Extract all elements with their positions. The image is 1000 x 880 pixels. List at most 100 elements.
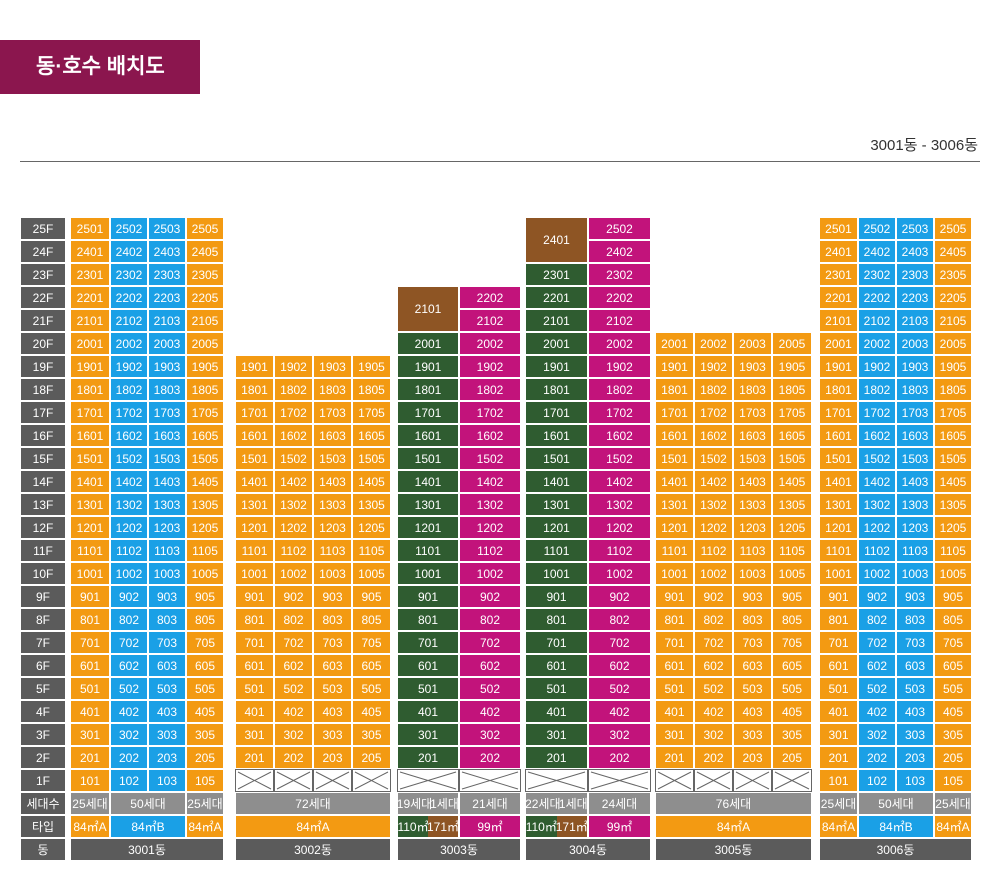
unit-cell: 201 [819, 746, 858, 769]
unit-type: 99㎡ [459, 815, 521, 838]
unit-cell: 702 [588, 631, 651, 654]
unit-cell: 1502 [694, 447, 733, 470]
unit-cell: 1005 [352, 562, 391, 585]
unit-cell: 1003 [313, 562, 352, 585]
unit-cell: 1305 [772, 493, 812, 516]
unit-cell: 1005 [934, 562, 972, 585]
unit-cell: 203 [313, 746, 352, 769]
unit-cell: 601 [397, 654, 459, 677]
unit-cell: 1102 [459, 539, 521, 562]
unit-count: 25세대 [819, 792, 858, 815]
unit-cell: 2502 [110, 217, 148, 240]
unit-cell: 1303 [896, 493, 934, 516]
unit-cell: 1302 [274, 493, 313, 516]
unit-cell: 602 [459, 654, 521, 677]
unit-cell: 2201 [70, 286, 110, 309]
unit-cell: 1201 [655, 516, 694, 539]
unit-cell: 1003 [733, 562, 772, 585]
unit-cell: 1705 [934, 401, 972, 424]
unit-cell: 2202 [588, 286, 651, 309]
unit-cell: 905 [772, 585, 812, 608]
unit-cell: 1203 [733, 516, 772, 539]
unit-cell: 1805 [186, 378, 224, 401]
unit-cell: 205 [352, 746, 391, 769]
unit-cell: 2105 [186, 309, 224, 332]
unit-cell: 2103 [148, 309, 186, 332]
unit-cell: 1901 [70, 355, 110, 378]
unit-cell: 1505 [772, 447, 812, 470]
unit-cell: 402 [274, 700, 313, 723]
unit-cell: 1403 [148, 470, 186, 493]
unit-cell: 301 [397, 723, 459, 746]
unit-cell: 402 [588, 700, 651, 723]
unit-cell: 1401 [819, 470, 858, 493]
unit-cell: 305 [772, 723, 812, 746]
unit-cell: 1202 [694, 516, 733, 539]
unit-cell: 1102 [274, 539, 313, 562]
unit-cell: 1903 [148, 355, 186, 378]
floor-label: 1F [20, 769, 66, 792]
unit-cell: 1903 [313, 355, 352, 378]
unit-count: 21세대 [459, 792, 521, 815]
unit-cell: 2403 [148, 240, 186, 263]
unit-cell: 1802 [694, 378, 733, 401]
unit-cell: 2201 [819, 286, 858, 309]
unit-cell: 1701 [655, 401, 694, 424]
floor-label: 22F [20, 286, 66, 309]
unit-cell: 1302 [588, 493, 651, 516]
unit-cell: 901 [397, 585, 459, 608]
unit-cell: 202 [858, 746, 896, 769]
unit-cell: 2302 [110, 263, 148, 286]
unit-cell: 1902 [274, 355, 313, 378]
unit-cell: 202 [694, 746, 733, 769]
unit-cell: 502 [588, 677, 651, 700]
unit-cell: 1802 [588, 378, 651, 401]
unit-cell: 403 [896, 700, 934, 723]
unit-cell: 2102 [858, 309, 896, 332]
floor-label: 6F [20, 654, 66, 677]
unit-cell: 2005 [186, 332, 224, 355]
unit-cell: 302 [274, 723, 313, 746]
unit-cell: 1505 [186, 447, 224, 470]
unit-cell: 1203 [148, 516, 186, 539]
unit-type: 84㎡A [186, 815, 224, 838]
unit-cell: 1802 [274, 378, 313, 401]
unit-cell: 902 [110, 585, 148, 608]
unit-cell: 1901 [525, 355, 588, 378]
unit-cell: 1602 [110, 424, 148, 447]
building-name: 3004동 [525, 838, 651, 861]
unit-cell: 903 [896, 585, 934, 608]
unit-cell: 203 [896, 746, 934, 769]
unit-cell: 605 [934, 654, 972, 677]
unit-count: 25세대 [70, 792, 110, 815]
floor-label: 24F [20, 240, 66, 263]
unit-cell: 1305 [934, 493, 972, 516]
unit-cell: 802 [694, 608, 733, 631]
unit-cell: 903 [313, 585, 352, 608]
floor-label: 19F [20, 355, 66, 378]
unit-cell: 1901 [397, 355, 459, 378]
unit-cell: 1005 [772, 562, 812, 585]
unit-cell: 1205 [934, 516, 972, 539]
unit-cell: 1701 [397, 401, 459, 424]
unit-cell: 2305 [186, 263, 224, 286]
unit-cell: 2003 [896, 332, 934, 355]
unit-cell: 505 [934, 677, 972, 700]
unit-cell: 2203 [148, 286, 186, 309]
unit-cell: 503 [313, 677, 352, 700]
unit-cell: 201 [70, 746, 110, 769]
unit-cell: 405 [934, 700, 972, 723]
unit-cell: 701 [397, 631, 459, 654]
unit-cell: 703 [733, 631, 772, 654]
unit-cell: 1805 [352, 378, 391, 401]
unit-cell: 703 [148, 631, 186, 654]
unit-cell: 1601 [819, 424, 858, 447]
unit-cell: 1802 [858, 378, 896, 401]
unit-cell: 1405 [352, 470, 391, 493]
unit-cell: 605 [352, 654, 391, 677]
unit-cell: 203 [733, 746, 772, 769]
unit-cell: 1105 [186, 539, 224, 562]
unit-cell: 102 [858, 769, 896, 792]
unit-cell: 1403 [896, 470, 934, 493]
unit-cell: 1602 [459, 424, 521, 447]
